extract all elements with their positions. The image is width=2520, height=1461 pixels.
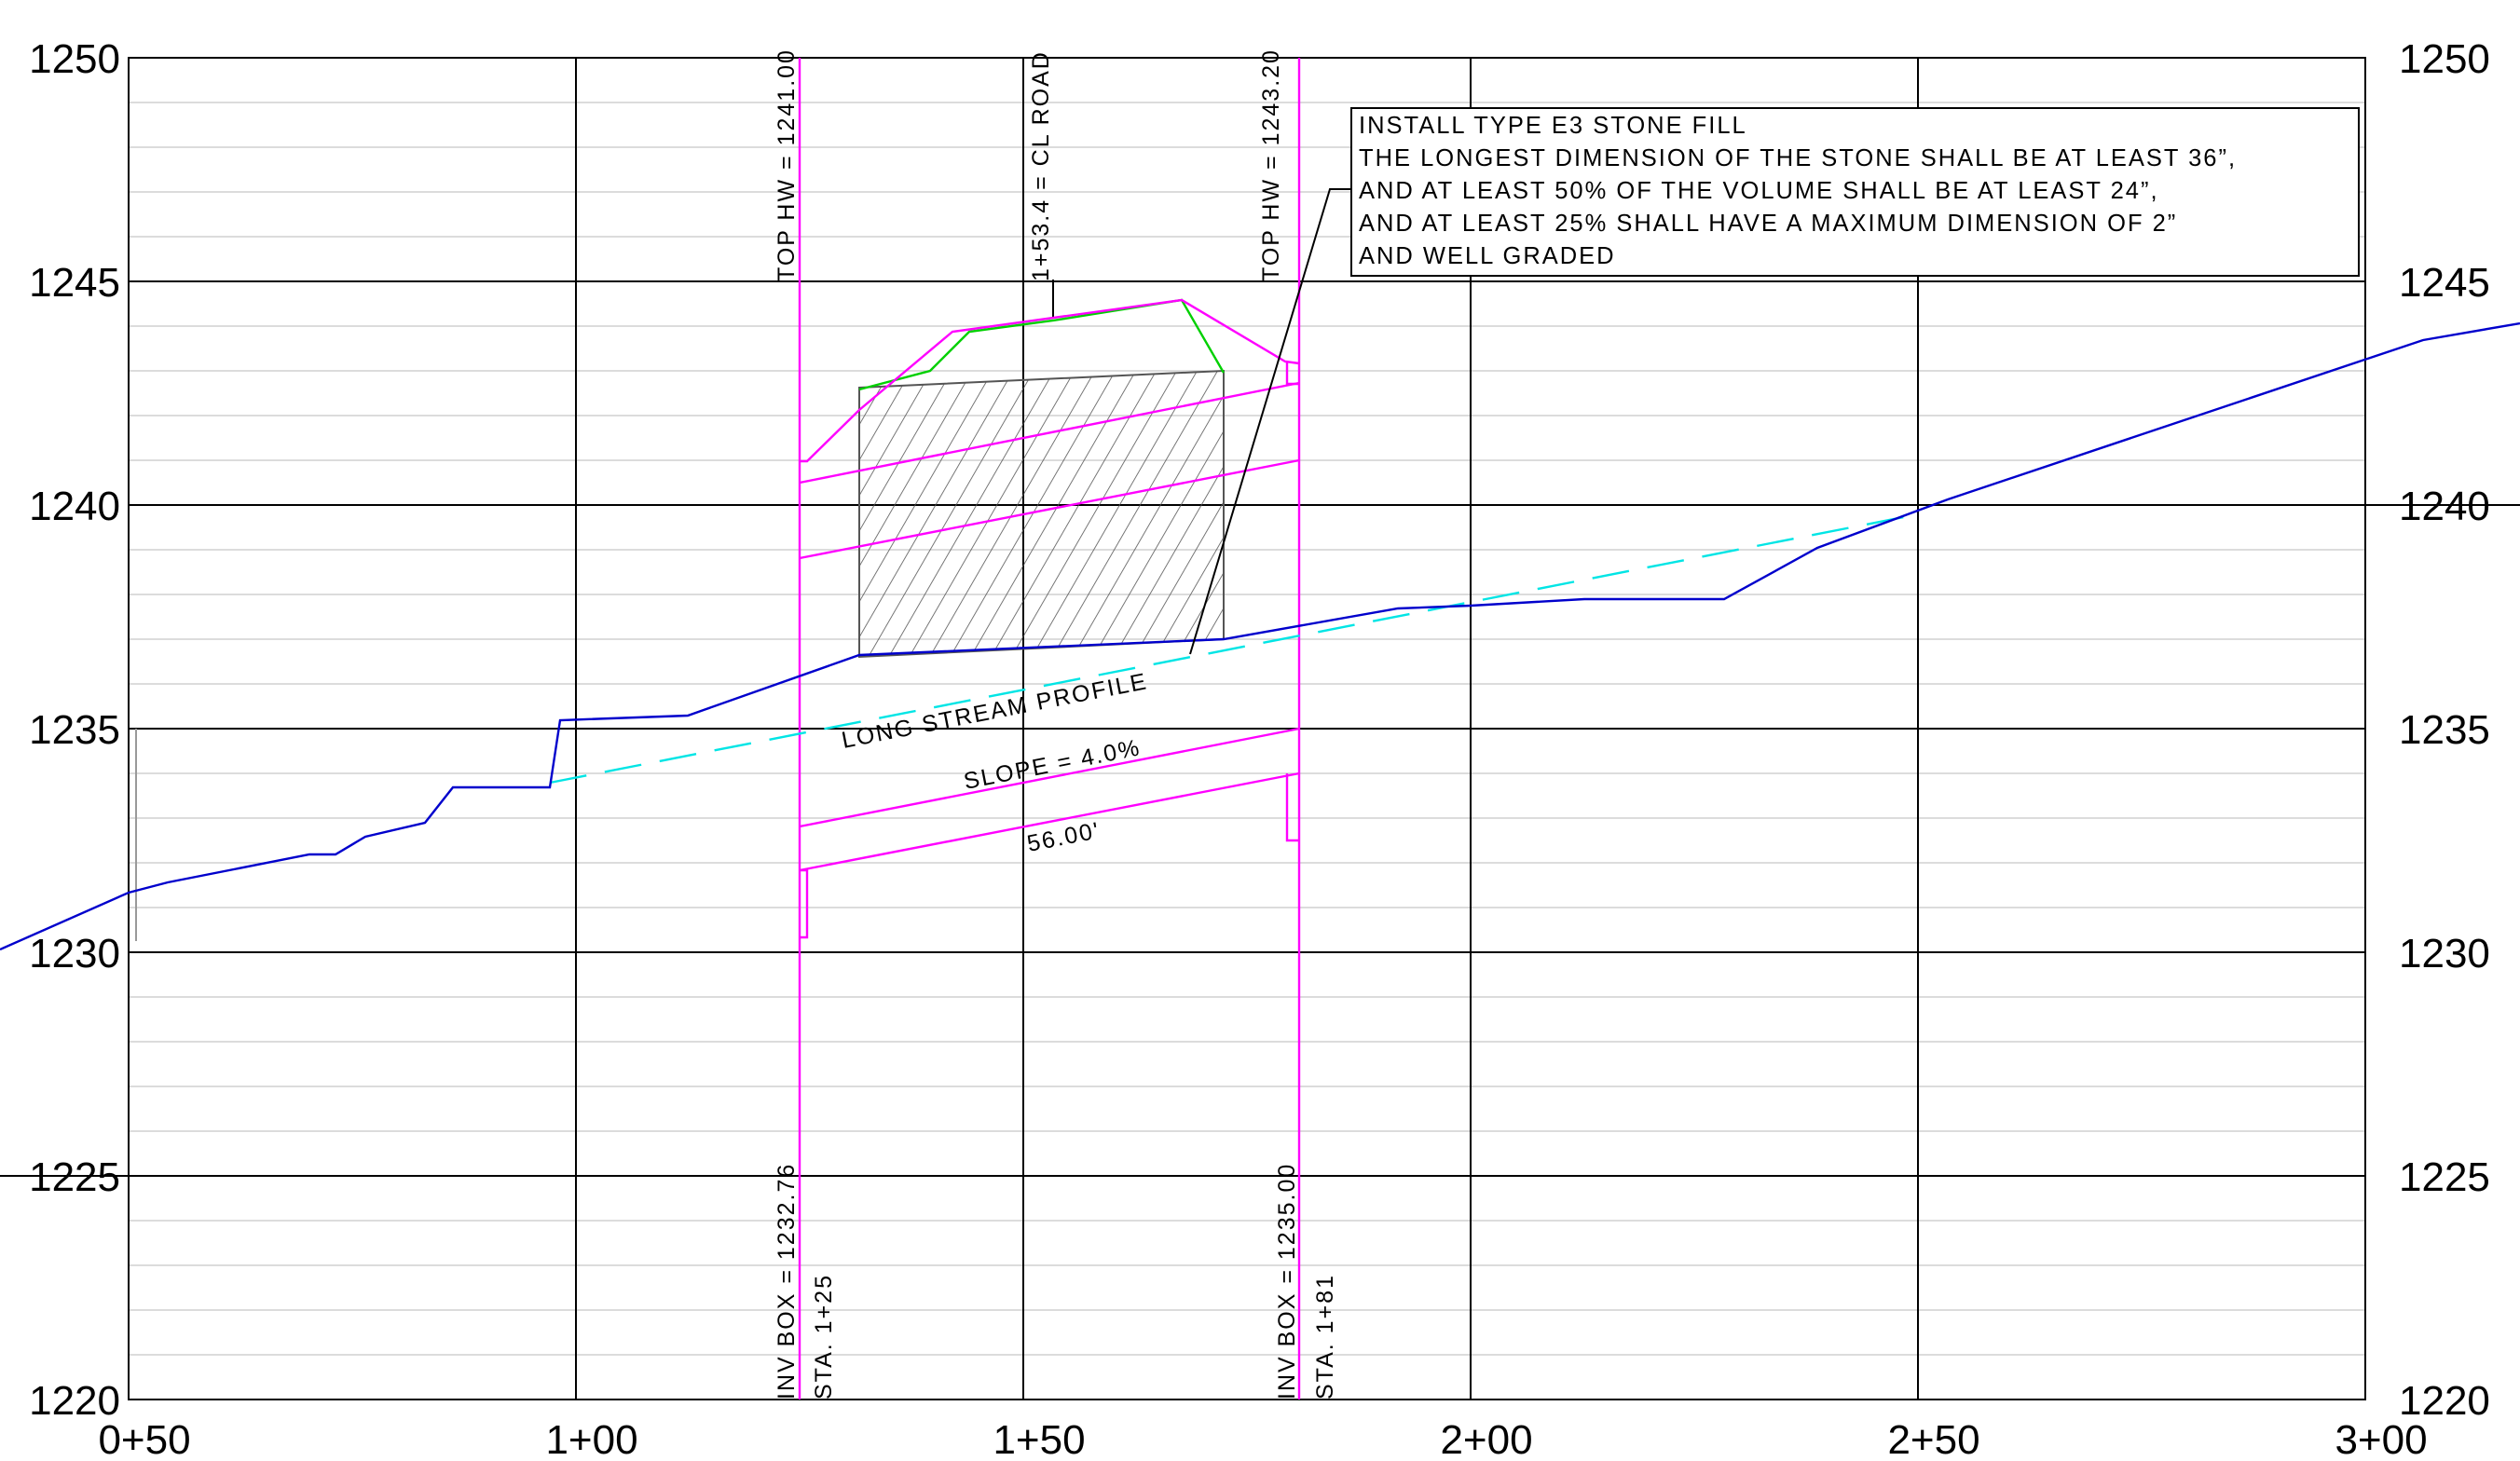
inv-box-right-label: INV BOX = 1235.00: [1274, 1163, 1300, 1400]
station-label: 2+50: [1887, 1417, 1979, 1461]
elevation-label-right: 1230: [2399, 931, 2490, 976]
note-line-2: THE LONGEST DIMENSION OF THE STONE SHALL…: [1359, 145, 2237, 171]
elevation-label-left: 1250: [29, 36, 120, 82]
culvert-top-upper: [799, 381, 1300, 485]
inv-box-left-label: INV BOX = 1232.76: [774, 1163, 800, 1400]
stone-fill-hatch: [858, 369, 1225, 659]
top-hw-left-label: TOP HW = 1241.00: [774, 48, 800, 281]
elevation-label-left: 1245: [29, 260, 120, 306]
minor-grid: [129, 102, 2365, 1356]
culvert-lines: [798, 58, 1301, 1400]
elevation-label-left: 1235: [29, 707, 120, 753]
stream-profile-dashed: [549, 512, 1919, 785]
slope-label: SLOPE = 4.0%: [962, 734, 1144, 795]
note-line-3: AND AT LEAST 50% OF THE VOLUME SHALL BE …: [1359, 178, 2159, 204]
station-label: 1+50: [993, 1417, 1085, 1461]
embankment-outline: [800, 298, 1300, 463]
inlet-step: [800, 868, 809, 939]
note-line-1: INSTALL TYPE E3 STONE FILL: [1359, 113, 1747, 139]
note-line-4: AND AT LEAST 25% SHALL HAVE A MAXIMUM DI…: [1359, 211, 2177, 237]
elevation-label-right: 1240: [2399, 484, 2490, 529]
elevation-labels-right: 1250 1245 1240 1235 1230 1225 1220: [2399, 36, 2490, 1424]
elevation-label-right: 1245: [2399, 260, 2490, 306]
note-leader-line: [1189, 188, 1351, 655]
elevation-label-left: 1220: [29, 1378, 120, 1424]
sta-right-label: STA. 1+81: [1312, 1274, 1338, 1400]
note-line-5: AND WELL GRADED: [1359, 243, 1616, 269]
major-grid: [0, 57, 2520, 1400]
elevation-label-left: 1240: [29, 484, 120, 529]
note-box: [1350, 107, 2360, 277]
station-label: 3+00: [2335, 1417, 2427, 1461]
embankment-top-line: [858, 298, 1226, 391]
elevation-label-right: 1220: [2399, 1378, 2490, 1424]
elevation-label-right: 1250: [2399, 36, 2490, 82]
headwall-right-step: [1285, 362, 1299, 386]
station-label: 1+00: [545, 1417, 637, 1461]
station-labels: 0+50 1+00 1+50 2+00 2+50 3+00: [98, 1417, 2427, 1461]
station-label: 2+00: [1440, 1417, 1532, 1461]
culvert-invert-upper: [799, 727, 1300, 828]
elevation-label-left: 1230: [29, 931, 120, 976]
elevation-label-right: 1235: [2399, 707, 2490, 753]
sta-left-label: STA. 1+25: [811, 1274, 837, 1400]
elevation-label-left: 1225: [29, 1154, 120, 1200]
top-hw-right-label: TOP HW = 1243.20: [1258, 48, 1284, 281]
station-label: 0+50: [98, 1417, 190, 1461]
ground-profile-line: [0, 321, 2520, 951]
culvert-invert-lower: [799, 771, 1300, 872]
elevation-labels-left: 1250 1245 1240 1235 1230 1225 1220: [29, 36, 120, 1424]
culvert-top-lower: [799, 458, 1300, 560]
cl-road-label: 1+53.4 = CL ROAD: [1028, 50, 1054, 281]
outlet-step: [1285, 773, 1299, 842]
elevation-label-right: 1225: [2399, 1154, 2490, 1200]
